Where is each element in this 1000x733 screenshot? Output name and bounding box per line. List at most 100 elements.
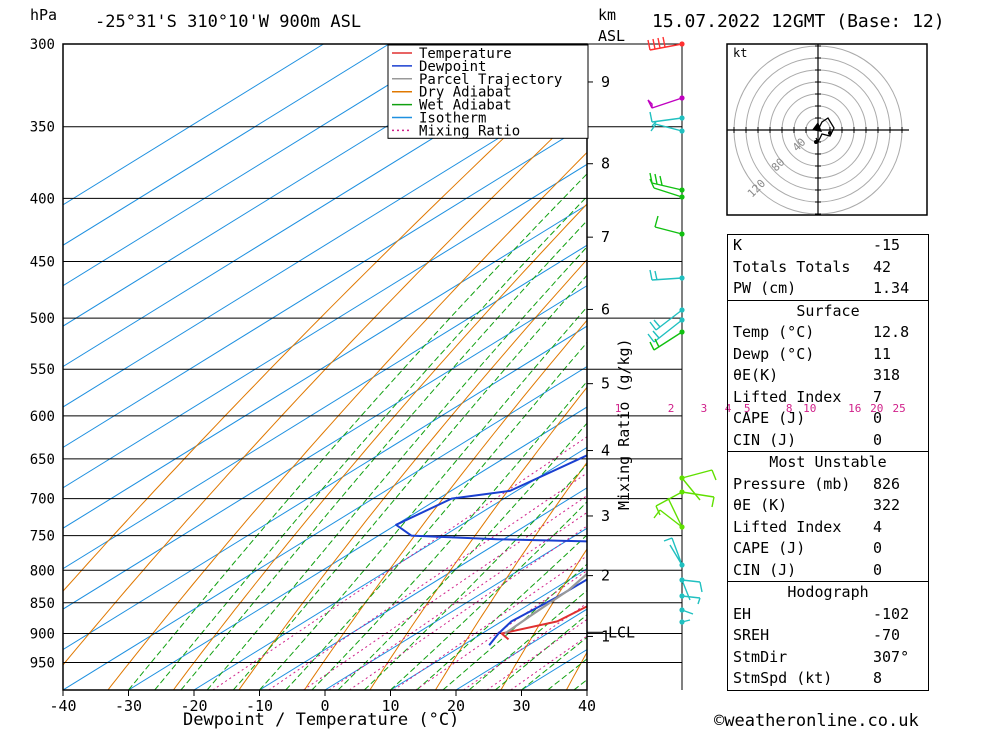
eh-value: -102 <box>873 604 910 623</box>
isotherm-line <box>63 44 455 287</box>
x-tick-label: 30 <box>512 697 530 715</box>
location-title: -25°31'S 310°10'W 900m ASL <box>95 12 362 32</box>
isotherm-line <box>193 446 587 690</box>
isotherm-line <box>324 527 587 690</box>
mixing-ratio-tick-label: 3 <box>701 402 708 415</box>
wind-barb-dot <box>679 489 685 495</box>
mu-header: Most Unstable <box>769 453 887 471</box>
km-tick-label: 1 <box>601 627 610 645</box>
pressure-tick-label: 750 <box>30 529 55 545</box>
mixing-ratio-tick-label: 16 <box>848 402 861 415</box>
mixing-ratio-tick-label: 1 <box>615 402 622 415</box>
km-tick-label: 8 <box>601 155 610 173</box>
wind-barb-dot <box>679 128 685 134</box>
wind-barb-dot <box>679 275 685 281</box>
tt-label: Totals Totals <box>733 257 851 276</box>
sfc-cape-row: CAPE (J) 0 <box>728 408 928 430</box>
wind-barb <box>647 319 683 343</box>
isotherm-line <box>390 568 587 690</box>
legend-label: Isotherm <box>419 111 486 127</box>
isotherm-line <box>63 123 587 448</box>
pressure-tick-label: 300 <box>30 37 55 53</box>
x-tick-label: 40 <box>578 697 596 715</box>
mixing-ratio-axis-title: Mixing Ratio (g/kg) <box>615 338 633 510</box>
eh-row: EH -102 <box>728 604 928 626</box>
stmspd-label: StmSpd (kt) <box>733 669 833 687</box>
x-tick-label: -30 <box>115 697 142 715</box>
mu-cin-row: CIN (J) 0 <box>728 560 928 582</box>
series-parcel-trajectory <box>504 572 587 635</box>
isotherm-line <box>63 244 587 570</box>
wind-barb <box>649 309 683 331</box>
x-tick-label: 0 <box>320 697 329 715</box>
sfc-cin-row: CIN (J) 0 <box>728 430 928 452</box>
legend-label: Dry Adiabat <box>419 85 512 101</box>
mu-theta-label: θE (K) <box>733 496 788 514</box>
isotherm-line <box>63 44 324 206</box>
wind-barb <box>649 269 683 281</box>
legend-label: Parcel Trajectory <box>419 72 562 88</box>
wind-barb <box>653 497 683 528</box>
pressure-tick-label: 500 <box>30 311 55 327</box>
wet-adiabat-line <box>416 534 587 690</box>
pressure-tick-label: 900 <box>30 626 55 642</box>
stmdir-value: 307° <box>873 647 910 666</box>
km-label: km <box>598 6 617 24</box>
isotherm-line <box>63 285 587 610</box>
indices-hodograph: Hodograph EH -102 SREH -70 StmDir 307° StmS… <box>728 582 928 691</box>
footer-copyright: ©weatheronline.co.uk <box>714 711 919 731</box>
isotherm-line <box>128 406 587 690</box>
wind-barb <box>649 172 683 191</box>
dry-adiabat-line <box>107 151 587 690</box>
wind-barb <box>649 178 683 198</box>
sfc-cape-value: 0 <box>873 409 883 427</box>
dry-adiabat-line <box>238 258 587 690</box>
sreh-label: SREH <box>733 626 770 644</box>
sfc-cape-label: CAPE (J) <box>733 409 806 427</box>
wind-barb-dot <box>679 307 685 313</box>
wet-adiabat-line <box>363 463 587 690</box>
x-tick-label: -40 <box>49 697 76 715</box>
hodograph-trace <box>815 117 835 144</box>
hodograph-point <box>814 140 818 144</box>
mu-li-row: Lifted Index 4 <box>728 517 928 539</box>
indices-basic: K -15 Totals Totals 42 PW (cm) 1.34 <box>728 235 928 301</box>
wind-barb <box>649 331 683 351</box>
km-tick-label: 4 <box>601 442 610 460</box>
wind-barb-dot <box>679 194 685 200</box>
tt-row: Totals Totals 42 <box>728 257 928 279</box>
stmdir-row: StmDir 307° <box>728 647 928 669</box>
wind-barb-dot <box>679 115 685 121</box>
dry-adiabat-line <box>959 44 1000 690</box>
sfc-cin-label: CIN (J) <box>733 430 797 449</box>
mixing-ratio-line <box>303 495 587 690</box>
mu-li-value: 4 <box>873 517 883 536</box>
asl-label: ASL <box>598 27 626 45</box>
mu-pres-label: Pressure (mb) <box>733 474 851 493</box>
tt-value: 42 <box>873 257 892 276</box>
dry-adiabat-line <box>500 548 587 690</box>
pressure-tick-label: 950 <box>30 655 55 671</box>
wind-barb-dot <box>679 41 685 47</box>
pressure-tick-label: 350 <box>30 120 55 136</box>
mixing-ratio-tick-label: 8 <box>786 402 793 415</box>
km-tick-label: 2 <box>601 567 610 585</box>
mu-li-label: Lifted Index <box>733 517 842 536</box>
legend-label: Temperature <box>419 46 512 62</box>
wind-barb-dot <box>679 577 685 583</box>
sfc-dewp-label: Dewp (°C) <box>733 344 815 363</box>
km-tick-label: 5 <box>601 375 610 393</box>
wind-barb <box>647 97 683 109</box>
mixing-ratio-line <box>328 511 587 690</box>
mu-pres-value: 826 <box>873 474 901 493</box>
dry-adiabat-line <box>63 58 587 592</box>
mixing-ratio-tick-label: 5 <box>744 402 751 415</box>
legend-box <box>387 44 589 139</box>
km-tick-label: 6 <box>601 300 610 318</box>
wind-barb-dot <box>679 317 685 323</box>
hodograph-point <box>828 131 832 135</box>
k-label: K <box>733 236 743 254</box>
stmdir-label: StmDir <box>733 647 788 666</box>
k-value: -15 <box>873 236 901 254</box>
